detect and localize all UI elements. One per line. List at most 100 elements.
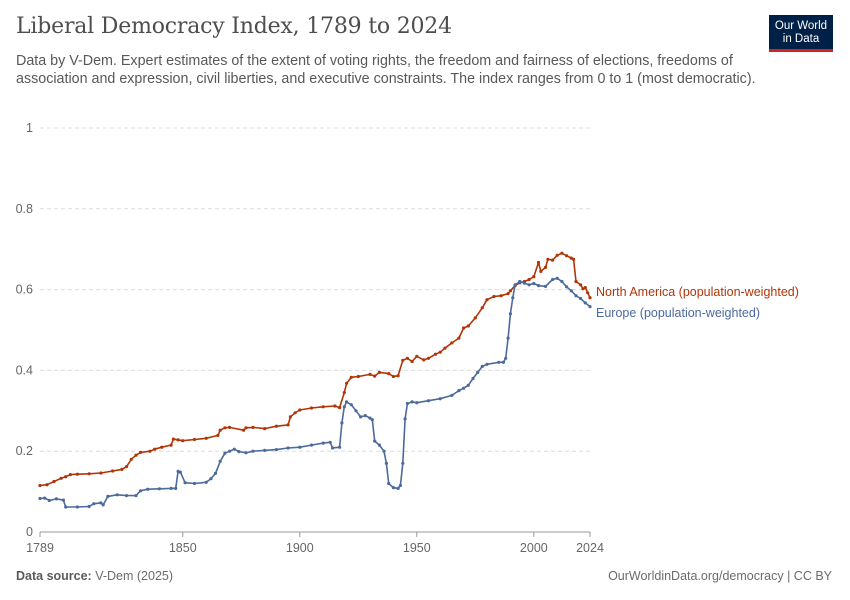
data-point[interactable] (513, 283, 517, 287)
data-point[interactable] (183, 481, 187, 485)
data-point[interactable] (462, 326, 466, 330)
data-point[interactable] (139, 489, 143, 493)
data-point[interactable] (450, 341, 454, 345)
data-point[interactable] (169, 486, 173, 490)
data-point[interactable] (174, 486, 178, 490)
data-point[interactable] (244, 451, 248, 455)
data-point[interactable] (298, 445, 302, 449)
data-point[interactable] (527, 277, 531, 282)
data-point[interactable] (506, 336, 510, 340)
data-point[interactable] (457, 389, 461, 393)
data-point[interactable] (471, 376, 475, 381)
data-point[interactable] (38, 483, 42, 488)
data-point[interactable] (125, 494, 129, 498)
data-point[interactable] (333, 404, 337, 408)
data-point[interactable] (499, 294, 503, 298)
data-point[interactable] (588, 305, 592, 309)
data-point[interactable] (368, 416, 372, 420)
data-point[interactable] (551, 277, 555, 282)
data-point[interactable] (485, 362, 489, 366)
data-point[interactable] (349, 403, 353, 407)
data-point[interactable] (101, 503, 105, 507)
data-point[interactable] (480, 306, 484, 310)
data-point[interactable] (485, 298, 489, 302)
data-point[interactable] (532, 275, 536, 279)
data-point[interactable] (574, 294, 578, 298)
data-point[interactable] (401, 358, 405, 362)
data-point[interactable] (338, 406, 342, 410)
data-point[interactable] (75, 505, 79, 509)
data-point[interactable] (75, 472, 79, 476)
series-line[interactable] (39, 277, 591, 508)
data-point[interactable] (218, 459, 222, 463)
data-point[interactable] (286, 423, 290, 427)
data-point[interactable] (345, 381, 349, 385)
data-point[interactable] (426, 399, 431, 403)
data-point[interactable] (546, 257, 550, 261)
series-line[interactable] (39, 252, 591, 487)
data-point[interactable] (263, 448, 267, 452)
data-point[interactable] (169, 443, 173, 447)
data-point[interactable] (368, 372, 372, 376)
source-link[interactable]: OurWorldinData.org/democracy | CC BY (608, 569, 832, 583)
data-point[interactable] (405, 356, 409, 360)
data-point[interactable] (560, 251, 564, 255)
data-point[interactable] (574, 279, 578, 284)
data-point[interactable] (443, 346, 447, 350)
data-point[interactable] (153, 447, 157, 451)
data-point[interactable] (328, 440, 332, 444)
data-point[interactable] (251, 425, 255, 429)
data-point[interactable] (139, 450, 143, 454)
data-point[interactable] (504, 356, 508, 360)
data-point[interactable] (309, 443, 314, 447)
data-point[interactable] (342, 391, 346, 395)
data-point[interactable] (134, 494, 138, 498)
data-point[interactable] (387, 481, 391, 486)
data-point[interactable] (377, 370, 381, 374)
data-point[interactable] (565, 285, 569, 289)
data-point[interactable] (572, 257, 576, 261)
data-point[interactable] (391, 374, 395, 379)
data-point[interactable] (43, 496, 47, 500)
data-point[interactable] (293, 411, 297, 415)
data-point[interactable] (286, 446, 290, 450)
data-point[interactable] (508, 289, 512, 293)
data-point[interactable] (539, 269, 543, 273)
data-point[interactable] (543, 265, 548, 269)
data-point[interactable] (579, 296, 583, 301)
data-point[interactable] (492, 294, 496, 299)
data-point[interactable] (527, 283, 531, 287)
data-point[interactable] (401, 461, 405, 465)
data-point[interactable] (370, 418, 374, 422)
data-point[interactable] (274, 424, 278, 428)
data-point[interactable] (218, 428, 222, 432)
data-point[interactable] (192, 481, 197, 486)
data-point[interactable] (157, 487, 161, 491)
data-point[interactable] (356, 374, 360, 379)
data-point[interactable] (181, 439, 185, 443)
data-point[interactable] (209, 477, 213, 481)
data-point[interactable] (426, 356, 431, 360)
data-point[interactable] (321, 405, 325, 409)
data-point[interactable] (288, 415, 292, 419)
data-point[interactable] (405, 401, 409, 406)
data-point[interactable] (551, 258, 555, 262)
data-point[interactable] (87, 504, 91, 509)
data-point[interactable] (466, 324, 470, 328)
data-point[interactable] (579, 283, 583, 287)
data-point[interactable] (309, 406, 314, 410)
data-point[interactable] (480, 364, 484, 368)
data-point[interactable] (501, 360, 505, 364)
data-point[interactable] (476, 370, 480, 374)
data-point[interactable] (462, 386, 466, 390)
data-point[interactable] (506, 292, 510, 296)
data-point[interactable] (536, 260, 541, 265)
data-point[interactable] (363, 414, 367, 418)
data-point[interactable] (387, 372, 391, 376)
data-point[interactable] (433, 352, 438, 356)
data-point[interactable] (422, 358, 426, 362)
data-point[interactable] (518, 279, 522, 284)
data-point[interactable] (52, 479, 56, 484)
data-point[interactable] (583, 301, 587, 305)
data-point[interactable] (68, 473, 72, 477)
